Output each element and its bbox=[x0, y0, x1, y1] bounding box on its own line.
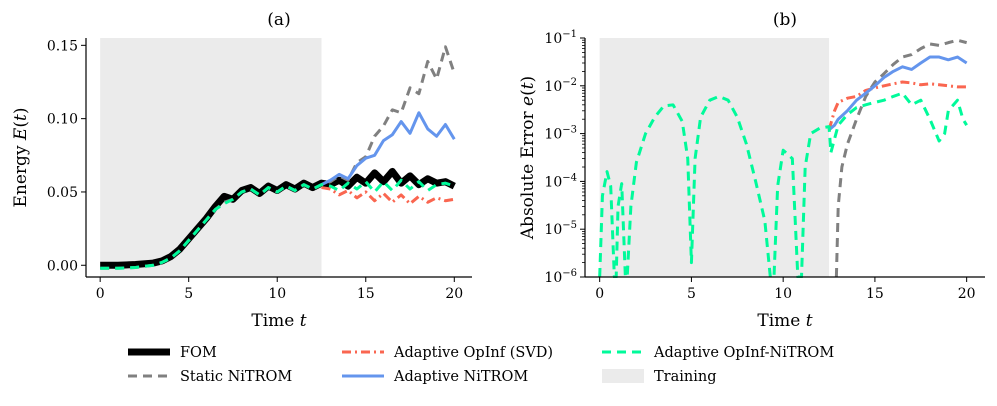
y-tick-label: 0.10 bbox=[47, 112, 78, 128]
training-region bbox=[599, 38, 830, 277]
y-tick-label: 10−4 bbox=[544, 172, 577, 190]
x-tick-label: 20 bbox=[445, 286, 463, 302]
y-tick-label: 0.05 bbox=[47, 185, 78, 201]
legend-label: Adaptive NiTROM bbox=[393, 369, 528, 385]
legend-item-adaptive-opinf-svd: Adaptive OpInf (SVD) bbox=[342, 345, 553, 361]
series-line-static-nitrom bbox=[834, 38, 968, 278]
series-line-adaptive-nitrom bbox=[828, 55, 968, 131]
legend-item-static-nitrom: Static NiTROM bbox=[128, 369, 292, 385]
training-region bbox=[100, 38, 322, 277]
panel-b-ylabel: Absolute Error e(t) bbox=[518, 76, 538, 240]
series-line-adaptive-nitrom bbox=[320, 111, 456, 186]
x-tick-label: 5 bbox=[687, 286, 696, 302]
series-line-adaptive-opinf-svd bbox=[321, 186, 455, 206]
series-line-adaptive-opinf-svd bbox=[827, 80, 967, 131]
x-tick-label: 15 bbox=[866, 286, 884, 302]
x-tick-label: 5 bbox=[184, 286, 193, 302]
error-series-lines bbox=[598, 38, 968, 278]
x-tick-label: 10 bbox=[774, 286, 792, 302]
error-axes: 0 5 10 15 20 10−6 10−5 10−4 10−3 10−2 10−1 bbox=[544, 29, 985, 302]
x-tick-label: 15 bbox=[357, 286, 375, 302]
panel-a-ylabel: Energy E(t) bbox=[11, 108, 31, 208]
x-tick-label: 0 bbox=[595, 286, 604, 302]
y-tick-label: 10−5 bbox=[544, 220, 577, 238]
error-panel: 0 5 10 15 20 10−6 10−5 10−4 10−3 10−2 10−1 (b) Tim… bbox=[518, 10, 985, 331]
legend-swatch bbox=[602, 369, 644, 383]
series-line-adaptive-opinf-nitrom bbox=[100, 178, 455, 270]
energy-axes: 0 5 10 15 20 0.00 0.05 0.10 0.15 bbox=[47, 38, 472, 302]
panel-b-xlabel: Time t bbox=[757, 311, 812, 331]
legend-item-adaptive-nitrom: Adaptive NiTROM bbox=[342, 369, 528, 385]
x-tick-label: 0 bbox=[96, 286, 105, 302]
legend-label: Adaptive OpInf-NiTROM bbox=[653, 345, 834, 361]
series-line-adaptive-opinf-nitrom bbox=[598, 91, 968, 278]
energy-panel: 0 5 10 15 20 0.00 0.05 0.10 0.15 (a) Time t Ener… bbox=[11, 10, 472, 331]
legend-label: Training bbox=[654, 369, 716, 385]
y-tick-label: 10−3 bbox=[544, 125, 577, 143]
y-tick-label: 10−2 bbox=[544, 77, 577, 95]
legend-item-training: Training bbox=[602, 369, 716, 385]
legend: FOM Static NiTROM Adaptive OpInf (SVD) Adap… bbox=[128, 345, 834, 385]
x-tick-label: 20 bbox=[958, 286, 976, 302]
panel-a-title: (a) bbox=[267, 10, 290, 30]
y-tick-label: 10−6 bbox=[544, 268, 577, 286]
energy-series-lines bbox=[100, 45, 456, 270]
legend-label: FOM bbox=[180, 345, 217, 361]
legend-label: Static NiTROM bbox=[180, 369, 292, 385]
legend-item-adaptive-opinf-nitrom: Adaptive OpInf-NiTROM bbox=[602, 345, 834, 361]
panel-b-title: (b) bbox=[773, 10, 797, 30]
legend-label: Adaptive OpInf (SVD) bbox=[393, 345, 553, 361]
legend-item-fom: FOM bbox=[128, 345, 217, 361]
y-tick-label: 10−1 bbox=[544, 29, 577, 47]
y-tick-label: 0.00 bbox=[47, 258, 78, 274]
panel-a-xlabel: Time t bbox=[251, 311, 306, 331]
y-tick-label: 0.15 bbox=[47, 38, 78, 54]
x-tick-label: 10 bbox=[268, 286, 286, 302]
